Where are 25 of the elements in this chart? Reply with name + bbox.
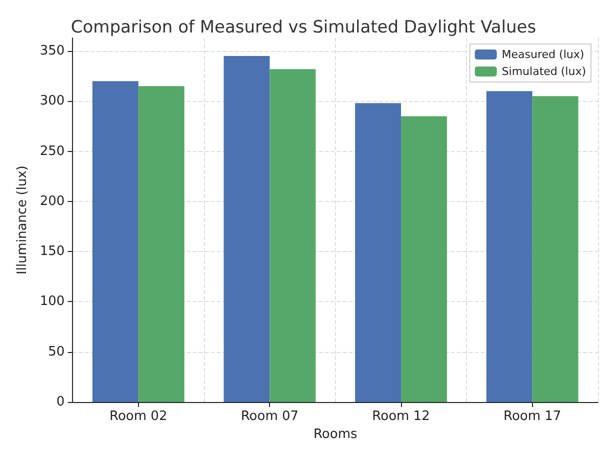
x-tick-label: Room 12: [372, 409, 430, 424]
x-tick-label: Room 07: [240, 409, 299, 424]
bar: [92, 81, 138, 402]
y-tick-label: 150: [40, 244, 65, 260]
x-axis-title: Rooms: [313, 427, 358, 442]
y-tick-label: 100: [40, 294, 65, 310]
y-tick-label: 200: [40, 194, 65, 209]
legend-label: Simulated (lux): [502, 65, 586, 78]
bar: [486, 91, 532, 402]
y-tick-label: 50: [48, 344, 65, 360]
y-tick-label: 300: [40, 94, 65, 109]
chart-title: Comparison of Measured vs Simulated Daylight Values: [70, 18, 536, 38]
x-tick-label: Room 17: [503, 409, 562, 424]
x-tick-label: Room 02: [110, 409, 168, 424]
bar: [401, 116, 447, 402]
bar: [532, 96, 578, 402]
y-tick-label: 250: [40, 144, 65, 159]
y-axis-title: Illuminance (lux): [15, 166, 30, 274]
y-tick-label: 0: [56, 394, 65, 410]
y-tick-label: 350: [40, 44, 65, 59]
bar: [138, 86, 184, 402]
bar: [270, 69, 316, 402]
bar: [224, 56, 270, 402]
legend-label: Measured (lux): [502, 48, 584, 61]
bar: [355, 103, 402, 402]
